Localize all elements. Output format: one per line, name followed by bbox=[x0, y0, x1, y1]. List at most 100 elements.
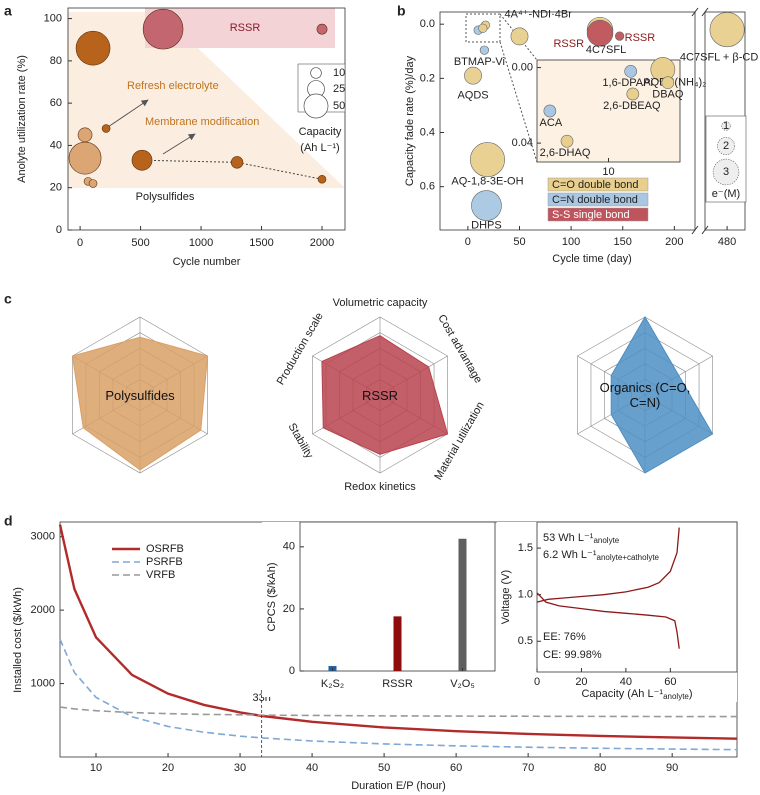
y-tick-label: 0.4 bbox=[420, 126, 435, 138]
annotation: 53 Wh L⁻¹anolyte bbox=[543, 532, 620, 545]
bubble bbox=[471, 190, 502, 221]
y-tick-label: 40 bbox=[50, 139, 62, 151]
x-tick-label: 60 bbox=[664, 676, 676, 688]
bubble bbox=[709, 12, 745, 48]
y-tick-label: 0 bbox=[56, 224, 62, 236]
bubble bbox=[560, 134, 574, 148]
x-tick-label: 50 bbox=[378, 762, 390, 774]
x-tick-label: 1500 bbox=[249, 237, 273, 249]
x-axis-label-part: ) bbox=[689, 688, 693, 700]
legend-title: e⁻(M) bbox=[712, 188, 740, 200]
annotation-part: CE: 99.98% bbox=[543, 649, 602, 661]
point-label: AQDS bbox=[457, 90, 488, 102]
bubble bbox=[88, 179, 98, 188]
annotation-part: EE: 76% bbox=[543, 631, 586, 643]
bubble bbox=[626, 87, 640, 101]
point-label: AQ-1,8-3E-OH bbox=[451, 175, 523, 187]
series-label: Organics (C=O, C=N) bbox=[599, 380, 691, 410]
x-tick-label: 0 bbox=[534, 676, 540, 688]
x-tick-label: 20 bbox=[575, 676, 587, 688]
annotation: EE: 76% bbox=[543, 631, 586, 643]
legend-label: 2 bbox=[723, 140, 729, 152]
radar-axis-label: Stability bbox=[286, 421, 316, 461]
point-label: BTMAP-Vi bbox=[454, 56, 505, 68]
y-axis-label: Capacity fade rate (%)/day bbox=[404, 55, 416, 186]
bubble bbox=[469, 142, 505, 178]
point-label: DBAQ bbox=[652, 89, 684, 101]
bubble bbox=[131, 149, 153, 171]
legend-label: 10 bbox=[333, 67, 345, 79]
legend-label: VRFB bbox=[146, 569, 175, 581]
bubble bbox=[479, 45, 489, 55]
series-line bbox=[536, 527, 680, 603]
panel-letter: a bbox=[4, 3, 12, 19]
y-axis-label: Installed cost ($/kWh) bbox=[12, 587, 24, 693]
bubble bbox=[230, 156, 244, 169]
legend-bubble bbox=[303, 93, 329, 119]
bar bbox=[393, 616, 402, 671]
x-tick-label: 0 bbox=[465, 236, 471, 248]
annotation: Polysulfides bbox=[136, 191, 195, 203]
plot-frame bbox=[67, 7, 346, 231]
axis-break bbox=[701, 225, 709, 235]
x-tick-label: 80 bbox=[594, 762, 606, 774]
legend-swatch bbox=[547, 177, 649, 192]
axis-break bbox=[691, 7, 699, 17]
point-label: 4C7SFL bbox=[586, 44, 626, 56]
legend-label: 1 bbox=[723, 120, 729, 132]
radar-area bbox=[321, 335, 449, 455]
panel-letter: c bbox=[4, 291, 12, 307]
y-tick-label: 1.0 bbox=[518, 589, 533, 601]
y-axis-label: CPCS ($/kAh) bbox=[266, 562, 278, 631]
zoom-connector bbox=[499, 41, 538, 163]
point-label: AQDS(NH₄)₂ bbox=[643, 76, 706, 88]
y-tick-label: 0.00 bbox=[512, 61, 533, 73]
bubble bbox=[317, 174, 327, 184]
x-axis-label-part: Capacity (Ah L⁻¹ bbox=[581, 688, 663, 700]
panel-letter: b bbox=[397, 3, 406, 19]
plot-frame bbox=[536, 521, 738, 673]
x-axis-label-part: anolyte bbox=[663, 692, 689, 701]
y-axis-label: Anolyte utilization rate (%) bbox=[16, 55, 28, 183]
y-tick-label: 20 bbox=[50, 182, 62, 194]
annotation-part: anolyte bbox=[593, 536, 619, 545]
x-tick-label: 500 bbox=[131, 237, 149, 249]
legend-swatch bbox=[547, 207, 649, 222]
y-tick-label: 100 bbox=[44, 12, 62, 24]
legend-bubble bbox=[712, 158, 740, 186]
radar-area bbox=[610, 315, 714, 474]
x-tick-label: 70 bbox=[522, 762, 534, 774]
bubble bbox=[543, 104, 557, 118]
y-tick-label: 0.04 bbox=[512, 137, 533, 149]
polysulfide-region bbox=[68, 12, 345, 188]
x-tick-label: K₂S₂ bbox=[321, 678, 344, 690]
x-axis-label: Cycle number bbox=[173, 256, 241, 268]
y-tick-label: 1000 bbox=[31, 677, 55, 689]
point-label: 2,6-DBEAQ bbox=[603, 100, 661, 112]
legend-swatch bbox=[547, 192, 649, 207]
annotation: 6.2 Wh L⁻¹anolyte+catholyte bbox=[543, 549, 660, 562]
legend-bubble bbox=[717, 137, 735, 155]
legend-label: C=O double bond bbox=[552, 179, 639, 191]
point-label: RSSR bbox=[553, 38, 584, 50]
x-tick-label: 100 bbox=[562, 236, 580, 248]
radar-axis-label: Cost advantage bbox=[435, 313, 484, 386]
bubble bbox=[624, 65, 637, 78]
legend-label: PSRFB bbox=[146, 556, 183, 568]
point-label: ACA bbox=[540, 117, 563, 129]
bar bbox=[458, 538, 467, 671]
legend-bubble bbox=[310, 67, 322, 79]
y-tick-label: 80 bbox=[50, 55, 62, 67]
x-tick-label: 0 bbox=[77, 237, 83, 249]
series-label: RSSR bbox=[361, 387, 399, 403]
trend-line bbox=[142, 159, 323, 180]
x-axis-label: Duration E/P (hour) bbox=[351, 780, 446, 792]
bubble bbox=[586, 19, 614, 47]
x-tick-label: 150 bbox=[614, 236, 632, 248]
annotation-part: 6.2 Wh L⁻¹ bbox=[543, 549, 597, 561]
series-label-box: Organics (C=O, C=N) bbox=[599, 380, 691, 410]
y-tick-label: 3000 bbox=[31, 531, 55, 543]
point-label: RSSR bbox=[625, 32, 656, 44]
legend-label: OSRFB bbox=[146, 543, 184, 555]
